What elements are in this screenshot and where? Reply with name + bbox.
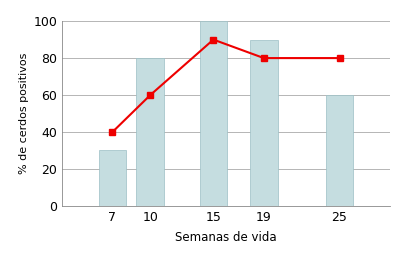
Y-axis label: % de cerdos positivos: % de cerdos positivos	[19, 53, 29, 174]
X-axis label: Semanas de vida: Semanas de vida	[175, 231, 277, 244]
Bar	[250, 40, 278, 206]
Bar	[98, 150, 126, 206]
Bar	[200, 21, 227, 206]
Bar	[326, 95, 354, 206]
Bar	[136, 58, 164, 206]
